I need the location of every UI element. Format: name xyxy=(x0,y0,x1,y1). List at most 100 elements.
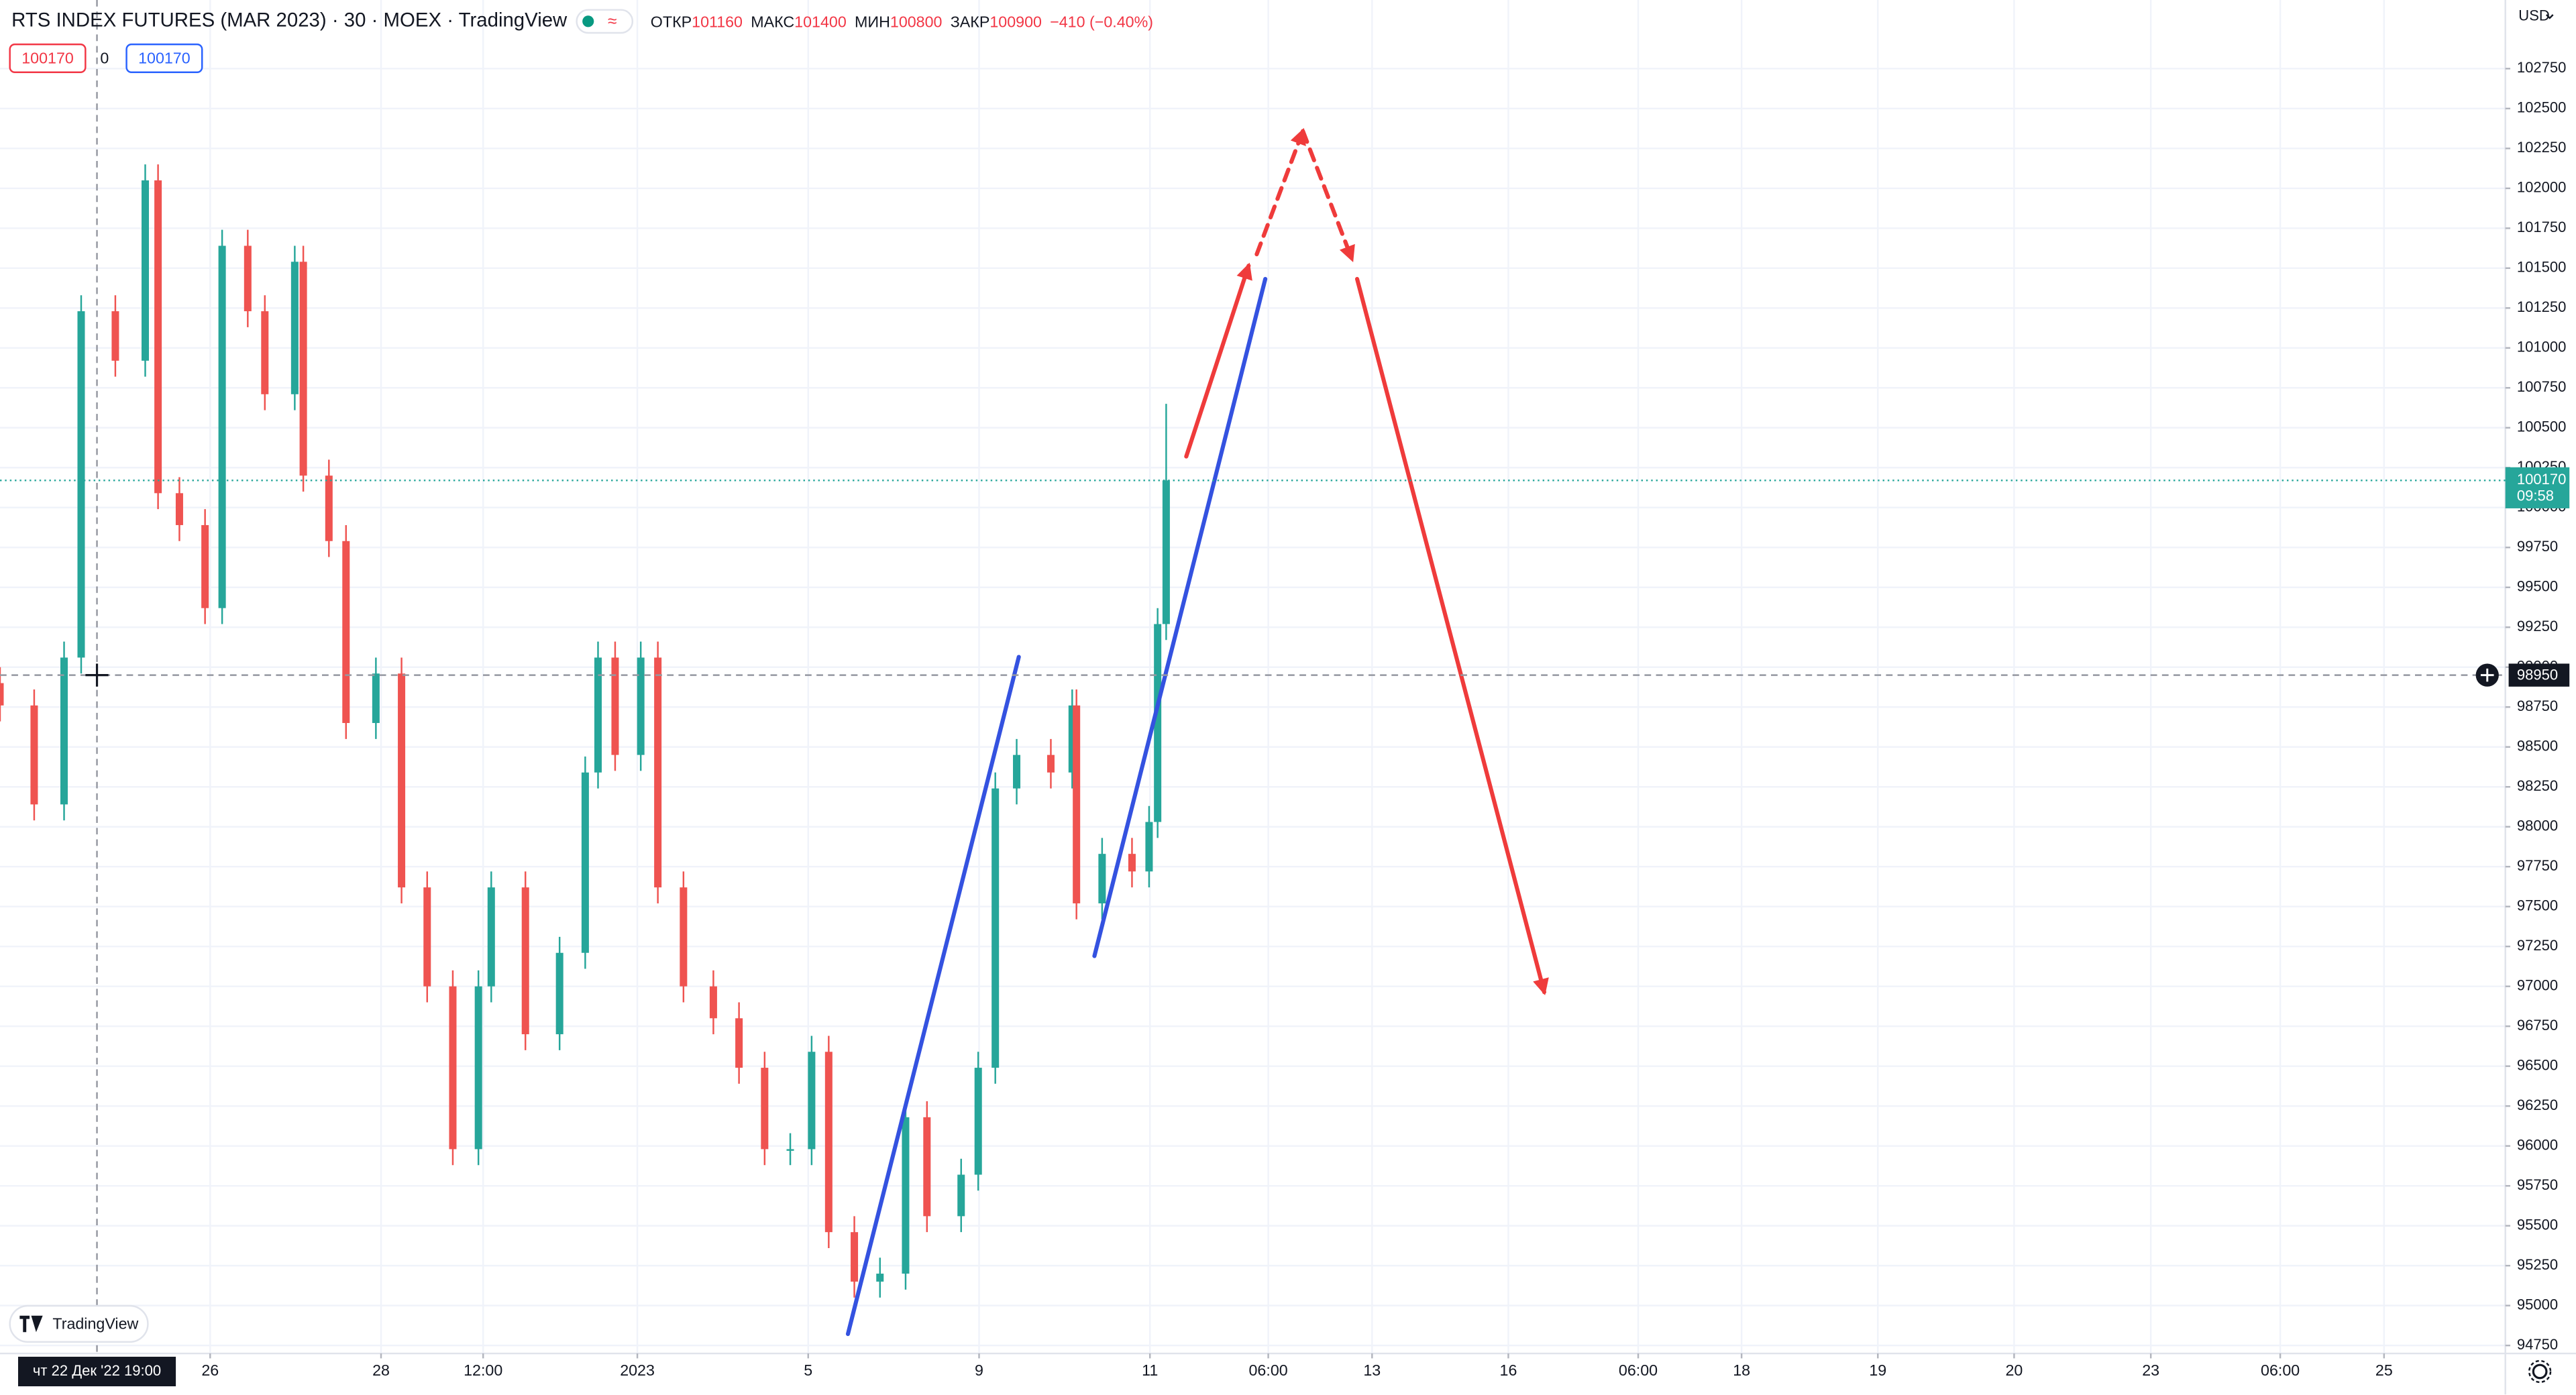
y-tick-label: 98250 xyxy=(2517,777,2558,794)
x-tick-label: 23 xyxy=(2142,1361,2159,1379)
stat-label: ЗАКР xyxy=(951,13,990,30)
candle-body xyxy=(654,657,662,888)
settings-icon-teeth xyxy=(2528,1359,2552,1384)
candle-body xyxy=(111,311,119,361)
indicator-value: 100170 xyxy=(138,49,191,66)
crosshair-time-label: чт 22 Дек '22 19:00 xyxy=(33,1362,161,1379)
stat-label: ОТКР xyxy=(651,13,692,30)
candle-body xyxy=(244,245,252,312)
candle-body xyxy=(342,541,350,724)
currency[interactable]: USD xyxy=(2518,7,2550,23)
y-tick-label: 101250 xyxy=(2517,298,2567,315)
last-price-badge xyxy=(2505,467,2570,508)
candle-body xyxy=(449,986,457,1150)
x-tick-label: 26 xyxy=(201,1361,219,1379)
indicator-badge xyxy=(125,43,203,73)
status-dot xyxy=(582,15,594,27)
candle-body xyxy=(851,1232,859,1282)
stat-label: МАКС xyxy=(751,13,794,30)
candle-body xyxy=(761,1068,769,1150)
trend-line xyxy=(1254,127,1306,257)
y-tick-label: 98750 xyxy=(2517,698,2558,714)
countdown-label: 09:58 xyxy=(2517,488,2554,504)
candle-body xyxy=(611,657,619,755)
y-tick-label: 99250 xyxy=(2517,618,2558,634)
y-tick-label: 97500 xyxy=(2517,897,2558,914)
candle-body xyxy=(77,311,85,658)
chart-title: RTS INDEX FUTURES (MAR 2023) · 30 · MOEX… xyxy=(11,9,568,32)
y-tick-label: 102250 xyxy=(2517,139,2567,156)
candle-body xyxy=(786,1149,794,1151)
y-tick-label: 96000 xyxy=(2517,1136,2558,1153)
indicator-value: 100170 xyxy=(21,49,74,66)
candle-body xyxy=(372,673,380,724)
status-pill xyxy=(576,9,634,34)
candle-body xyxy=(991,788,1000,1068)
candle-body xyxy=(824,1052,833,1233)
candle-body xyxy=(923,1117,931,1217)
y-tick-label: 102000 xyxy=(2517,179,2567,196)
change: −410 (−0.40%) xyxy=(1050,13,1153,30)
candle-body xyxy=(1073,705,1081,903)
settings-icon[interactable] xyxy=(2532,1363,2548,1380)
candle-body xyxy=(474,986,482,1150)
status-icon: ≈ xyxy=(608,13,616,31)
y-tick-label: 97750 xyxy=(2517,857,2558,874)
candle-body xyxy=(290,262,299,394)
x-tick-label: 20 xyxy=(2005,1361,2023,1379)
indicator-badge xyxy=(9,43,87,73)
y-tick-label: 102750 xyxy=(2517,59,2567,76)
x-tick-label: 28 xyxy=(372,1361,390,1379)
x-tick-label: 06:00 xyxy=(2261,1361,2300,1379)
candle-body xyxy=(680,887,688,987)
y-tick-label: 100500 xyxy=(2517,418,2567,435)
crosshair-price-badge xyxy=(2508,663,2570,687)
candle-body xyxy=(141,180,150,361)
logo-text: TradingView xyxy=(52,1315,138,1332)
candle-body xyxy=(154,180,162,494)
currency-caret xyxy=(2546,14,2554,19)
y-tick-label: 100750 xyxy=(2517,378,2567,395)
y-tick-label: 101000 xyxy=(2517,339,2567,355)
stat-value: 101160 xyxy=(692,13,743,30)
candle-body xyxy=(555,952,564,1035)
candle-body xyxy=(735,1018,743,1068)
x-tick-label: 16 xyxy=(1500,1361,1517,1379)
y-tick-label: 96250 xyxy=(2517,1097,2558,1113)
add-alert-plus xyxy=(2480,668,2494,682)
y-tick-label: 98500 xyxy=(2517,738,2558,755)
trend-line xyxy=(1301,129,1355,263)
x-tick-label: 25 xyxy=(2375,1361,2393,1379)
candle-body xyxy=(1013,755,1021,789)
candle-body xyxy=(30,705,38,805)
y-tick-label: 95750 xyxy=(2517,1176,2558,1193)
x-tick-label: 12:00 xyxy=(464,1361,502,1379)
candle-body xyxy=(1098,854,1106,903)
candle-body xyxy=(808,1052,816,1150)
candle-body xyxy=(299,262,307,476)
trend-line xyxy=(1184,262,1252,459)
stat-value: 101400 xyxy=(794,13,847,30)
logo-pill[interactable] xyxy=(9,1304,149,1343)
candle-body xyxy=(902,1117,910,1274)
x-tick-label: 06:00 xyxy=(1248,1361,1287,1379)
x-tick-label: 9 xyxy=(975,1361,983,1379)
candle-body xyxy=(876,1274,884,1282)
x-tick-label: 5 xyxy=(804,1361,812,1379)
candle-body xyxy=(325,476,333,541)
candle-body xyxy=(487,887,495,987)
crosshair-time-badge xyxy=(17,1356,176,1387)
x-tick-label: 06:00 xyxy=(1619,1361,1658,1379)
y-tick-label: 101750 xyxy=(2517,219,2567,235)
candle-body xyxy=(581,772,589,953)
candle-body xyxy=(709,986,717,1019)
candle-body xyxy=(637,657,645,755)
candle-body xyxy=(398,673,406,888)
stat-label: МИН xyxy=(855,13,890,30)
y-tick-label: 95500 xyxy=(2517,1216,2558,1233)
candle-body xyxy=(60,657,68,805)
candle-body xyxy=(175,493,183,525)
